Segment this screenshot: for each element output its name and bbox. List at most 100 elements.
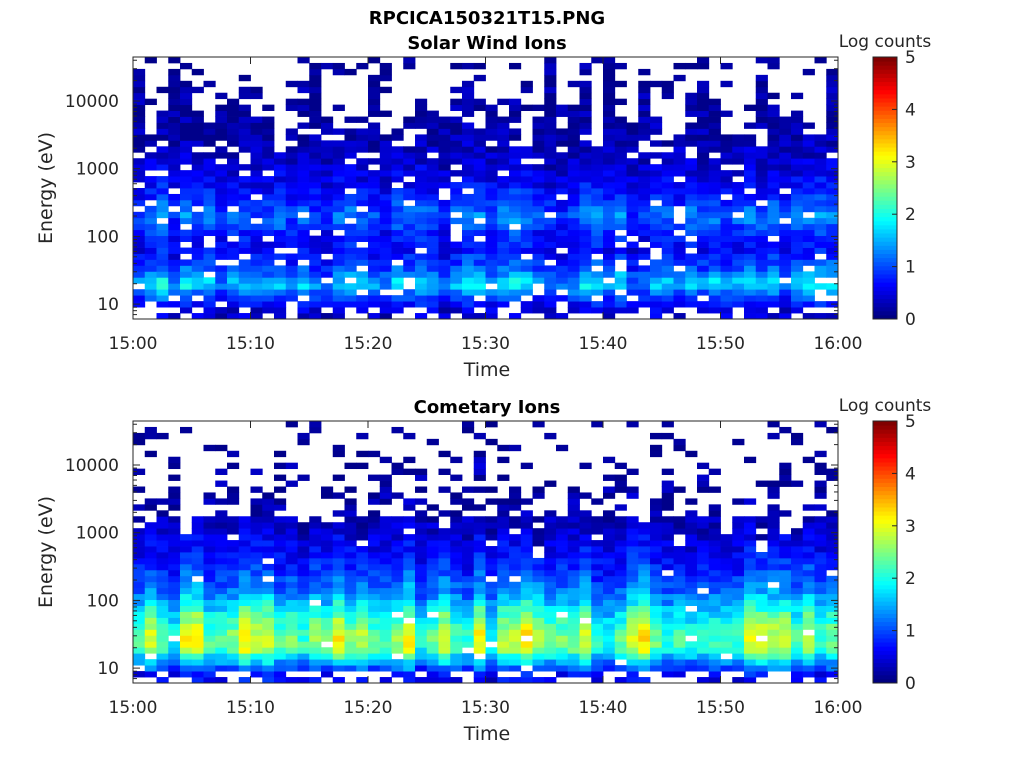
spectrogram-cell bbox=[755, 605, 768, 612]
spectrogram-cell bbox=[309, 170, 322, 177]
spectrogram-cell bbox=[614, 534, 627, 541]
spectrogram-cell bbox=[497, 599, 510, 606]
spectrogram-cell bbox=[238, 193, 251, 201]
spectrogram-cell bbox=[520, 146, 533, 153]
spectrogram-cell bbox=[755, 522, 768, 529]
spectrogram-cell bbox=[614, 611, 627, 618]
spectrogram-cell bbox=[497, 581, 510, 589]
spectrogram-cell bbox=[638, 86, 651, 94]
spectrogram-cell bbox=[368, 593, 381, 601]
spectrogram-cell bbox=[133, 164, 146, 171]
spectrogram-cell bbox=[650, 575, 663, 583]
spectrogram-cell bbox=[368, 176, 381, 183]
spectrogram-cell bbox=[438, 653, 451, 660]
spectrogram-cell bbox=[544, 80, 557, 88]
spectrogram-cell bbox=[133, 229, 146, 237]
spectrogram-cell bbox=[379, 182, 392, 189]
figure-title: RPCICA150321T15.PNG bbox=[369, 8, 605, 29]
spectrogram-cell bbox=[755, 170, 768, 177]
spectrogram-cell bbox=[238, 295, 251, 302]
spectrogram-cell bbox=[685, 522, 698, 529]
spectrogram-cell bbox=[379, 193, 392, 201]
spectrogram-cell bbox=[426, 629, 439, 636]
spectrogram-cell bbox=[180, 92, 193, 100]
spectrogram-cell bbox=[767, 134, 780, 141]
spectrogram-cell bbox=[262, 199, 275, 207]
spectrogram-cell bbox=[744, 211, 757, 219]
spectrogram-cell bbox=[509, 516, 522, 523]
spectrogram-cell bbox=[650, 128, 663, 135]
spectrogram-cell bbox=[591, 635, 604, 642]
spectrogram-cell bbox=[532, 677, 545, 684]
colorbar-strip bbox=[873, 102, 897, 107]
spectrogram-cell bbox=[168, 540, 181, 547]
spectrogram-cell bbox=[802, 546, 815, 553]
spectrogram-cell bbox=[274, 641, 287, 648]
spectrogram-cell bbox=[473, 188, 486, 195]
spectrogram-cell bbox=[238, 313, 251, 320]
spectrogram-cell bbox=[133, 432, 146, 440]
spectrogram-cell bbox=[556, 563, 569, 571]
spectrogram-cell bbox=[603, 68, 616, 76]
spectrogram-cell bbox=[368, 510, 381, 517]
spectrogram-cell bbox=[556, 140, 569, 147]
spectrogram-cell bbox=[673, 569, 686, 577]
spectrogram-cell bbox=[755, 307, 768, 314]
spectrogram-cell bbox=[603, 265, 616, 272]
spectrogram-cell bbox=[368, 289, 381, 296]
spectrogram-cell bbox=[720, 176, 733, 183]
spectrogram-cell bbox=[438, 510, 451, 517]
spectrogram-cell bbox=[462, 611, 475, 618]
spectrogram-cell bbox=[755, 259, 768, 266]
spectrogram-cell bbox=[755, 193, 768, 201]
spectrogram-cell bbox=[415, 158, 428, 165]
spectrogram-cell bbox=[791, 289, 804, 296]
spectrogram-cell bbox=[802, 569, 815, 577]
spectrogram-cell bbox=[297, 80, 310, 88]
spectrogram-cell bbox=[344, 462, 357, 470]
colorbar-strip bbox=[873, 290, 897, 295]
spectrogram-cell bbox=[297, 677, 310, 684]
spectrogram-cell bbox=[285, 199, 298, 207]
spectrogram-cell bbox=[638, 617, 651, 624]
solar-wind-title: Solar Wind Ions bbox=[407, 33, 566, 54]
spectrogram-cell bbox=[650, 635, 663, 642]
spectrogram-cell bbox=[720, 182, 733, 189]
colorbar-strip bbox=[873, 658, 897, 664]
spectrogram-cell bbox=[462, 289, 475, 296]
spectrogram-cell bbox=[509, 283, 522, 290]
spectrogram-cell bbox=[274, 665, 287, 672]
spectrogram-cell bbox=[509, 552, 522, 559]
spectrogram-cell bbox=[379, 522, 392, 529]
spectrogram-cell bbox=[309, 247, 322, 254]
spectrogram-cell bbox=[450, 247, 463, 254]
spectrogram-cell bbox=[755, 235, 768, 242]
spectrogram-cell bbox=[297, 552, 310, 559]
spectrogram-cell bbox=[309, 140, 322, 147]
spectrogram-cell bbox=[285, 641, 298, 648]
spectrogram-cell bbox=[755, 611, 768, 618]
spectrogram-cell bbox=[826, 211, 839, 219]
spectrogram-cell bbox=[415, 534, 428, 541]
spectrogram-cell bbox=[744, 223, 757, 231]
spectrogram-cell bbox=[732, 265, 745, 272]
spectrogram-cell bbox=[344, 587, 357, 595]
spectrogram-cell bbox=[391, 659, 404, 666]
spectrogram-cell bbox=[673, 587, 686, 595]
spectrogram-cell bbox=[579, 92, 592, 100]
spectrogram-cell bbox=[485, 528, 498, 535]
spectrogram-cell bbox=[614, 677, 627, 684]
spectrogram-cell bbox=[144, 158, 157, 165]
spectrogram-cell bbox=[556, 313, 569, 320]
spectrogram-cell bbox=[168, 229, 181, 237]
spectrogram-cell bbox=[227, 176, 240, 183]
spectrogram-cell bbox=[779, 128, 792, 135]
spectrogram-cell bbox=[180, 289, 193, 296]
spectrogram-cell bbox=[567, 587, 580, 595]
spectrogram-cell bbox=[697, 211, 710, 219]
spectrogram-cell bbox=[767, 128, 780, 135]
spectrogram-cell bbox=[544, 587, 557, 595]
spectrogram-cell bbox=[403, 635, 416, 642]
spectrogram-cell bbox=[485, 635, 498, 642]
spectrogram-cell bbox=[415, 98, 428, 106]
